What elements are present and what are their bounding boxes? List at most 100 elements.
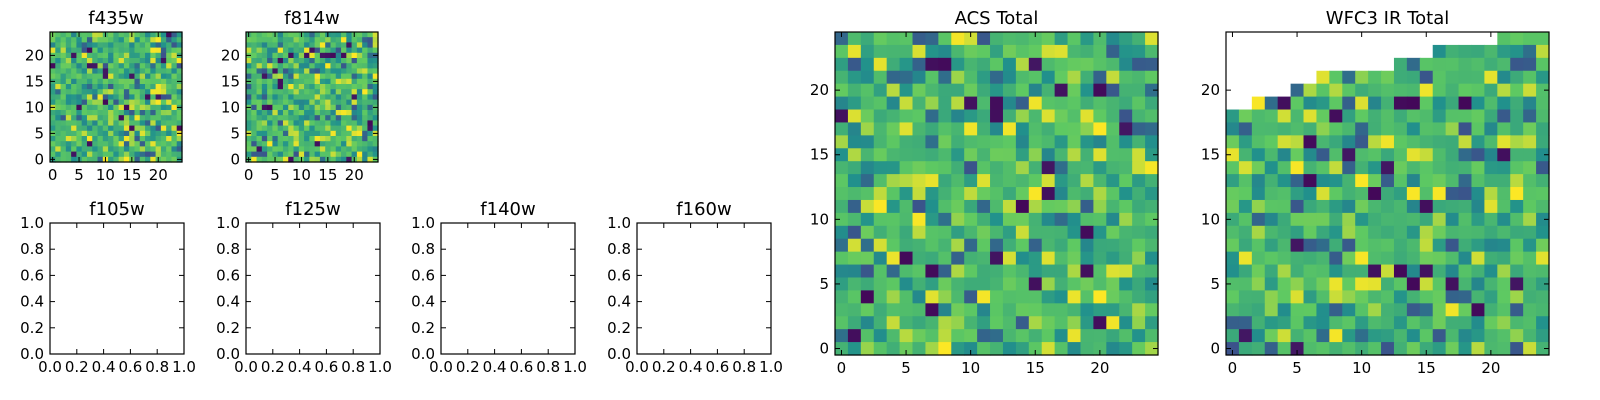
heatmap-cell [1523,187,1537,201]
heatmap-cell [367,99,374,106]
heatmap-cell [341,120,347,127]
heatmap-cell [1015,238,1030,253]
heatmap-cell [1067,135,1082,149]
heatmap-cell [1145,83,1159,98]
heatmap-cell [1226,135,1240,149]
heatmap-cell [341,42,347,49]
heatmap-cell [118,84,125,90]
x-tick-label: 10 [961,359,980,377]
heatmap-cell [150,136,157,142]
heatmap-cell [166,141,173,147]
heatmap-cell [1342,148,1356,162]
heatmap-cell [1381,122,1395,136]
heatmap-cell [155,146,162,153]
heatmap-cell [50,136,56,142]
heatmap-cell [76,141,83,147]
heatmap-cell [129,89,136,95]
heatmap-cell [1419,303,1434,317]
heatmap-cell [964,277,978,291]
heatmap-cell [1290,96,1305,111]
heatmap-cell [272,94,279,101]
heatmap-cell [113,52,120,59]
heatmap-cell [134,156,141,163]
heatmap-cell [171,58,178,64]
heatmap-cell [1445,109,1460,124]
heatmap-cell [277,37,284,43]
heatmap-cell [1303,329,1318,343]
heatmap-cell [1510,329,1524,343]
heatmap-cell [1342,277,1356,291]
heatmap-cell [964,290,978,304]
heatmap-cell [1484,251,1498,266]
heatmap-cell [1342,174,1356,188]
heatmap-cell [160,151,167,158]
heatmap-cell [899,342,914,356]
heatmap-cell [990,251,1004,266]
heatmap-cell [76,73,83,80]
y-tick-label: 0 [230,150,240,168]
heatmap-cell [1251,251,1266,266]
heatmap-cell [113,73,120,80]
heatmap-cell [1303,199,1318,214]
heatmap-cell [55,73,62,80]
heatmap-cell [1002,96,1017,111]
heatmap-cell [76,99,83,106]
heatmap-cell [1132,135,1146,149]
heatmap-cell [847,238,862,253]
heatmap-cell [277,110,284,116]
heatmap-cell [1015,316,1030,330]
heatmap-cell [277,84,284,90]
heatmap-cell [1510,148,1524,162]
heatmap-cell [835,316,849,330]
heatmap-cell [319,156,326,163]
heatmap-cell [176,99,183,106]
heatmap-cell [1080,290,1094,304]
heatmap-cell [964,225,978,240]
heatmap-cell [166,63,173,69]
heatmap-cell [86,32,93,38]
heatmap-cell [860,316,875,330]
heatmap-cell [977,44,991,59]
heatmap-cell [1080,44,1094,59]
heatmap-cell [309,58,316,64]
heatmap-cell [847,199,862,214]
heatmap-cell [1119,225,1133,240]
heatmap-cell [977,57,991,72]
heatmap-cell [325,63,332,69]
heatmap-cell [1484,277,1498,291]
heatmap-cell [1093,277,1107,291]
heatmap-cell [351,120,358,127]
heatmap-cell [113,47,120,54]
heatmap-cell [1238,187,1253,201]
heatmap-cell [1355,148,1369,162]
heatmap-cell [134,125,141,132]
heatmap-cell [71,89,77,95]
heatmap-cell [1523,199,1537,214]
heatmap-cell [938,251,952,266]
heatmap-cell [139,89,146,95]
heatmap-cell [319,104,326,111]
heatmap-cell [251,68,258,75]
y-tick-label: 10 [25,98,44,116]
heatmap-cell [118,141,125,147]
heatmap-cell [145,141,151,147]
heatmap-cell [309,37,316,43]
heatmap-cell [155,94,162,101]
heatmap-cell [293,47,300,54]
heatmap-cell [267,73,273,80]
heatmap-cell [1132,238,1146,253]
heatmap-cell [81,73,88,80]
heatmap-cell [76,146,83,153]
heatmap-cell [1264,122,1279,136]
heatmap-cell [341,32,347,38]
heatmap-cell [951,32,965,46]
heatmap-cell [256,136,263,142]
heatmap-cell [145,42,151,49]
heatmap-cell [964,238,978,253]
heatmap-cell [1329,161,1343,175]
heatmap-cell [1002,316,1017,330]
heatmap-cell [256,68,263,75]
heatmap-cell [134,151,141,158]
heatmap-cell [314,42,321,49]
heatmap-cell [81,58,88,64]
